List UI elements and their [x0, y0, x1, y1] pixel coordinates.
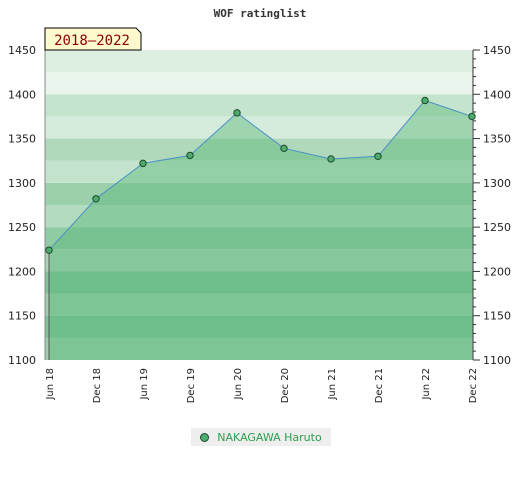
background-band: [45, 227, 473, 250]
background-band: [45, 271, 473, 294]
background-band: [45, 205, 473, 228]
background-band: [45, 182, 473, 205]
y-tick-label-left: 1300: [8, 177, 36, 190]
y-tick-label-right: 1250: [483, 221, 511, 234]
background-band: [45, 50, 473, 73]
y-axis-right: 1100 1150 1200 1250 1300 1350 1400 1450: [473, 44, 511, 367]
data-point: [280, 144, 288, 153]
y-tick-label-right: 1350: [483, 133, 511, 146]
x-tick-label: Dec 20: [280, 368, 291, 403]
data-point: [468, 112, 476, 121]
background-band: [45, 160, 473, 183]
y-tick-label-left: 1350: [8, 133, 36, 146]
y-tick-label-left: 1450: [8, 44, 36, 57]
x-tick-label: Jun 22: [421, 368, 432, 401]
data-point: [139, 159, 147, 168]
background-band: [45, 94, 473, 117]
background-band: [45, 315, 473, 338]
y-tick-label-right: 1400: [483, 88, 511, 101]
x-tick-label: Jun 20: [233, 368, 244, 401]
background-band: [45, 116, 473, 139]
y-tick-label-left: 1100: [8, 354, 36, 367]
y-tick-label-right: 1200: [483, 265, 511, 278]
background-band: [45, 138, 473, 161]
x-tick-label: Jun 21: [327, 368, 338, 401]
x-tick-label: Jun 19: [139, 368, 150, 401]
x-tick-label: Dec 19: [186, 368, 197, 403]
y-tick-label-right: 1150: [483, 310, 511, 323]
background-band: [45, 293, 473, 316]
legend-series-name: NAKAGAWA Haruto: [217, 430, 322, 444]
data-point: [374, 152, 382, 160]
y-tick-label-left: 1250: [8, 221, 36, 234]
data-point: [233, 109, 241, 117]
x-tick-label: Jun 18: [45, 368, 56, 401]
background-bands: [45, 50, 473, 360]
legend-marker-icon: [200, 432, 210, 442]
y-tick-label-right: 1100: [483, 354, 511, 367]
range-label-box: 2018–2022: [44, 27, 142, 51]
rating-line: [48, 99, 473, 251]
y-axis-left: 1100 1150 1200 1250 1300 1350 1400 1450: [8, 44, 36, 367]
data-points: [45, 96, 476, 360]
x-tick-label: Dec 22: [468, 368, 479, 403]
data-point: [92, 195, 100, 203]
x-tick-label: Dec 18: [92, 368, 103, 403]
data-point: [45, 246, 53, 254]
y-tick-label-left: 1200: [8, 265, 36, 278]
background-band: [45, 249, 473, 272]
x-axis: Jun 18 Dec 18 Jun 19 Dec 19 Jun 20 Dec 20 Jun …: [45, 368, 479, 403]
background-band: [45, 72, 473, 95]
rating-area: [49, 100, 472, 360]
range-label: 2018–2022: [54, 33, 130, 49]
y-tick-label-left: 1150: [8, 310, 36, 323]
data-point: [421, 96, 429, 105]
y-tick-label-right: 1450: [483, 44, 511, 57]
y-tick-label-right: 1300: [483, 177, 511, 190]
y-tick-label-left: 1400: [8, 88, 36, 101]
chart-title: WOF ratinglist: [214, 7, 307, 20]
background-band: [45, 337, 473, 360]
data-point: [186, 151, 194, 160]
data-point: [327, 155, 335, 163]
x-tick-label: Dec 21: [374, 368, 385, 403]
legend: NAKAGAWA Haruto: [191, 428, 331, 446]
